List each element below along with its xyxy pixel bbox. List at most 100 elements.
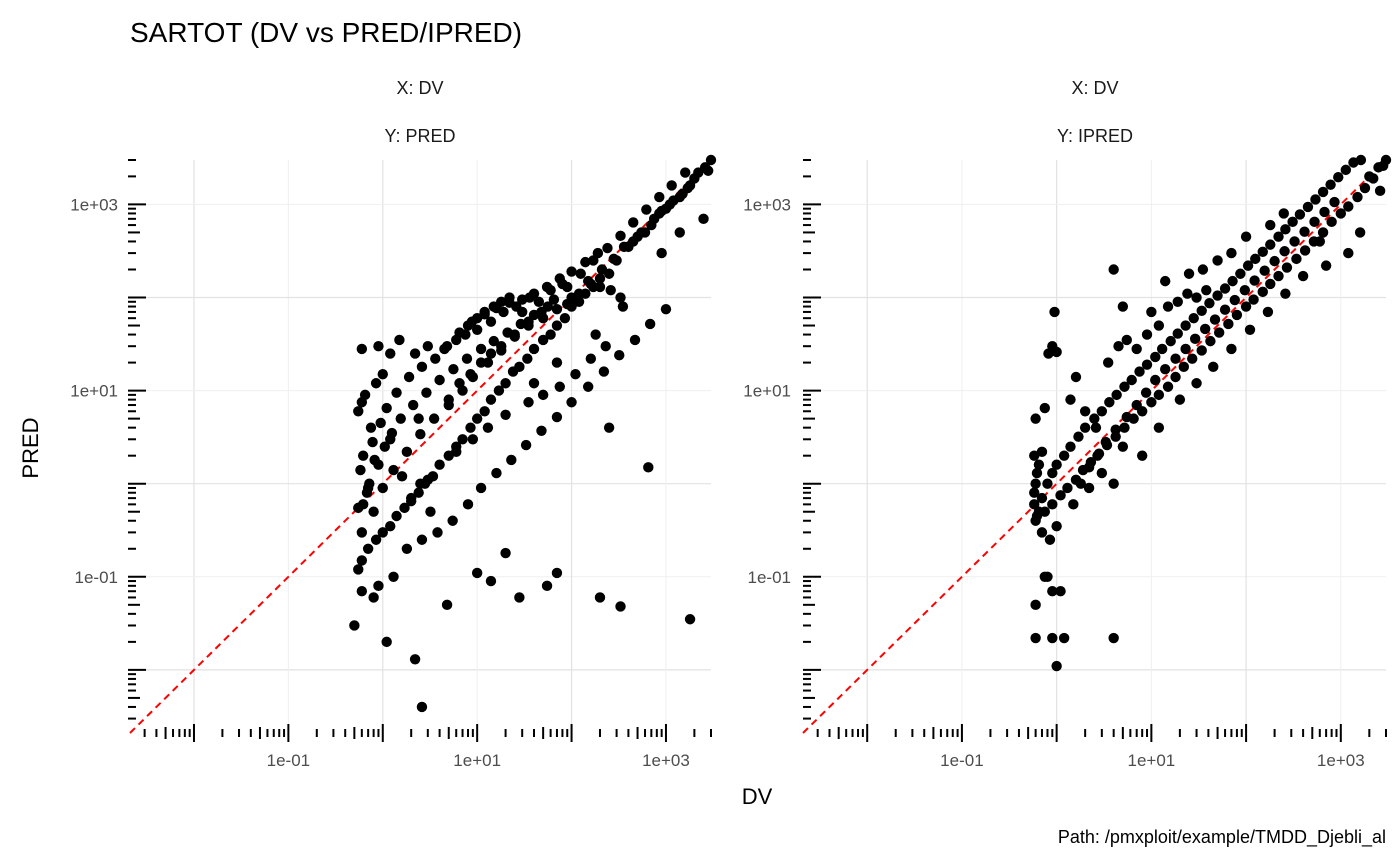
- data-point: [1160, 363, 1171, 375]
- data-point: [471, 413, 483, 424]
- data-point: [430, 353, 441, 364]
- data-point: [566, 397, 577, 408]
- data-point: [1242, 260, 1254, 271]
- data-point: [1039, 402, 1051, 414]
- data-point: [1196, 345, 1207, 356]
- data-point: [617, 301, 629, 312]
- data-point: [357, 450, 369, 461]
- data-point: [1108, 632, 1119, 644]
- data-point: [1209, 314, 1221, 325]
- data-point: [1108, 264, 1119, 275]
- data-point: [413, 413, 424, 424]
- data-point: [1029, 487, 1040, 498]
- data-point: [1049, 306, 1060, 318]
- data-point: [496, 345, 507, 356]
- data-point: [1269, 255, 1280, 267]
- data-point: [523, 397, 534, 408]
- data-point: [377, 369, 388, 380]
- data-point: [1257, 286, 1268, 298]
- data-point: [1153, 389, 1165, 401]
- data-point: [1119, 381, 1130, 392]
- data-point: [615, 292, 626, 303]
- data-point: [1265, 278, 1276, 290]
- data-point: [485, 394, 497, 405]
- data-point: [602, 242, 613, 254]
- data-point: [1131, 399, 1142, 411]
- data-point: [475, 482, 487, 494]
- data-point: [375, 417, 386, 429]
- data-point: [1136, 450, 1148, 461]
- data-point: [1058, 450, 1070, 461]
- data-point: [554, 381, 565, 392]
- strip-label-x: X: DV: [1071, 78, 1118, 98]
- data-point: [1141, 329, 1153, 340]
- data-point: [1343, 201, 1354, 212]
- data-point: [1055, 490, 1066, 501]
- data-point: [1153, 422, 1165, 433]
- data-point: [1187, 353, 1198, 364]
- data-point: [1131, 343, 1142, 355]
- data-point: [682, 182, 693, 194]
- data-point: [1029, 499, 1040, 510]
- data-point: [1273, 270, 1284, 282]
- data-point: [1299, 245, 1311, 256]
- data-point: [585, 353, 597, 364]
- data-point: [491, 467, 502, 479]
- data-point: [381, 636, 392, 648]
- data-point: [1039, 506, 1051, 517]
- data-point: [479, 406, 490, 417]
- data-point: [1212, 255, 1223, 266]
- data-point: [580, 256, 591, 268]
- data-point: [370, 534, 382, 545]
- data-point: [467, 434, 479, 445]
- data-point: [373, 340, 384, 352]
- data-point: [1343, 247, 1354, 259]
- data-point: [1287, 216, 1298, 228]
- data-point: [1374, 185, 1386, 197]
- data-point: [365, 422, 377, 433]
- data-point: [399, 502, 410, 514]
- data-point: [594, 592, 606, 603]
- data-point: [1119, 422, 1130, 433]
- data-point: [674, 191, 685, 203]
- data-point: [1042, 478, 1053, 489]
- data-point: [465, 422, 476, 433]
- data-point: [385, 348, 396, 359]
- data-point: [514, 592, 525, 603]
- data-point: [1117, 301, 1129, 312]
- data-point: [491, 302, 502, 314]
- data-point: [475, 343, 487, 355]
- data-point: [482, 422, 494, 433]
- data-point: [570, 369, 581, 380]
- data-point: [1079, 406, 1091, 417]
- data-point: [500, 547, 511, 559]
- data-point: [1140, 387, 1152, 398]
- data-point: [1051, 660, 1062, 672]
- data-point: [1100, 436, 1111, 448]
- data-point: [1281, 262, 1293, 273]
- data-point: [588, 281, 599, 293]
- data-point: [457, 385, 468, 396]
- data-point: [1172, 328, 1183, 339]
- data-point: [432, 527, 443, 538]
- data-point: [702, 165, 714, 176]
- data-point: [1172, 296, 1183, 307]
- data-point: [506, 454, 517, 466]
- data-point: [1329, 196, 1340, 208]
- data-point: [461, 353, 473, 364]
- data-point: [1068, 499, 1079, 510]
- data-point: [471, 567, 483, 579]
- data-point: [656, 247, 667, 259]
- data-point: [471, 324, 483, 335]
- x-tick-label: 1e-01: [267, 751, 310, 770]
- data-point: [1191, 292, 1202, 303]
- data-point: [1113, 340, 1124, 352]
- data-point: [1302, 201, 1314, 213]
- data-point: [386, 427, 398, 439]
- data-point: [1075, 478, 1087, 489]
- data-point: [462, 499, 474, 510]
- data-point: [1325, 179, 1336, 190]
- strip-label-y: Y: PRED: [384, 126, 455, 146]
- log-ticks: [128, 159, 712, 742]
- y-tick-label: 1e+01: [70, 382, 118, 401]
